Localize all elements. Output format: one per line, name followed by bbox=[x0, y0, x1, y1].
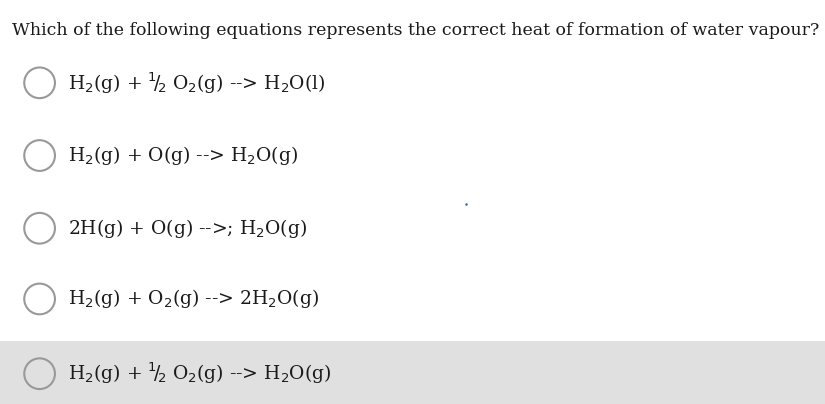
Text: Which of the following equations represents the correct heat of formation of wat: Which of the following equations represe… bbox=[12, 22, 819, 39]
FancyBboxPatch shape bbox=[0, 341, 825, 404]
Text: H$_2$(g) + O(g) --> H$_2$O(g): H$_2$(g) + O(g) --> H$_2$O(g) bbox=[68, 144, 298, 167]
Text: H$_2$(g) + $^1\!/\!_2$ O$_2$(g) --> H$_2$O(g): H$_2$(g) + $^1\!/\!_2$ O$_2$(g) --> H$_2… bbox=[68, 361, 331, 387]
Text: 2H(g) + O(g) -->; H$_2$O(g): 2H(g) + O(g) -->; H$_2$O(g) bbox=[68, 217, 307, 240]
Text: H$_2$(g) + $^1\!/\!_2$ O$_2$(g) --> H$_2$O(l): H$_2$(g) + $^1\!/\!_2$ O$_2$(g) --> H$_2… bbox=[68, 70, 325, 96]
Text: H$_2$(g) + O$_2$(g) --> 2H$_2$O(g): H$_2$(g) + O$_2$(g) --> 2H$_2$O(g) bbox=[68, 288, 318, 310]
